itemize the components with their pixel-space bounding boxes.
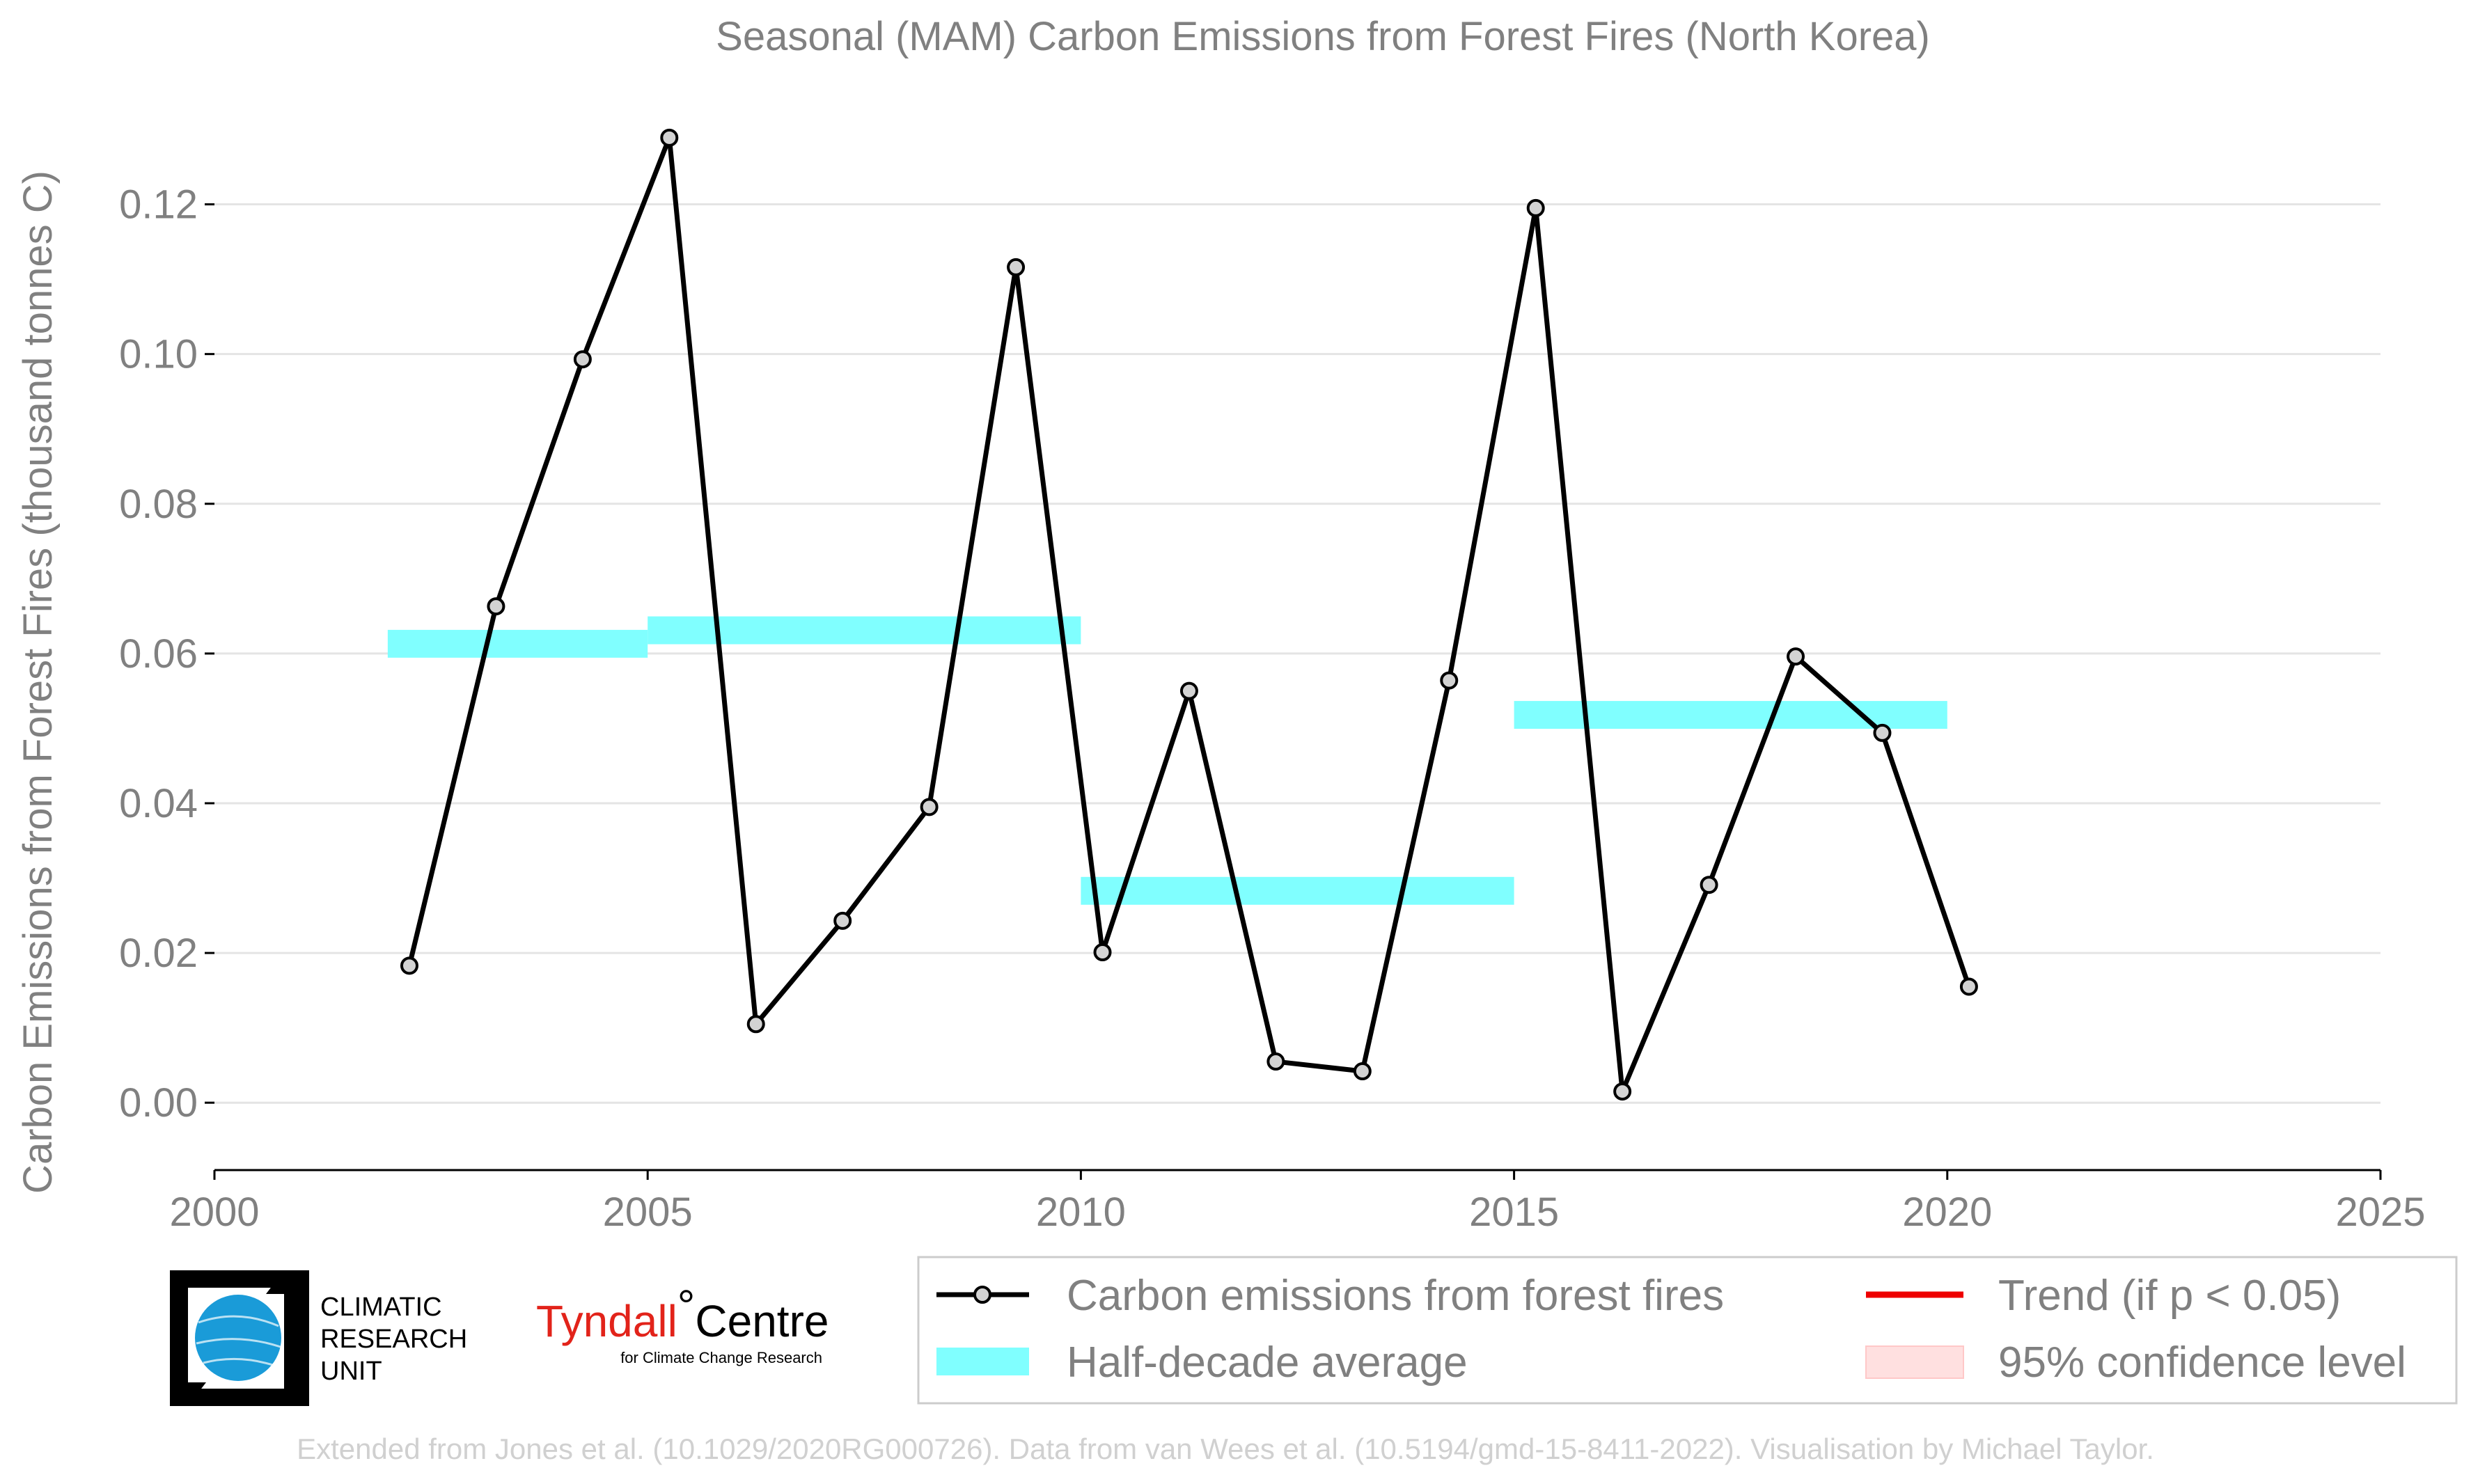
half-decade-band bbox=[387, 629, 648, 658]
y-tick-labels: 0.00 0.02 0.04 0.06 0.08 0.10 0.12 bbox=[119, 182, 198, 1126]
legend-label-emissions: Carbon emissions from forest fires bbox=[1067, 1272, 1724, 1320]
footer-credits: Extended from Jones et al. (10.1029/2020… bbox=[297, 1432, 2154, 1465]
cru-line-2: RESEARCH bbox=[320, 1325, 467, 1354]
tyndall-sub: for Climate Change Research bbox=[620, 1349, 822, 1366]
legend-label-half-decade: Half-decade average bbox=[1067, 1339, 1468, 1387]
y-axis-label: Carbon Emissions from Forest Fires (thou… bbox=[15, 171, 61, 1194]
tyndall-main: Tyndall bbox=[536, 1296, 677, 1346]
data-point bbox=[1873, 723, 1892, 742]
y-tick-label: 0.12 bbox=[119, 182, 198, 228]
x-tick-label: 2015 bbox=[1469, 1190, 1559, 1235]
data-points bbox=[400, 128, 1978, 1101]
x-ticks: 2000 2005 2010 2015 2020 2025 bbox=[169, 1170, 2426, 1235]
chart-title: Seasonal (MAM) Carbon Emissions from For… bbox=[716, 14, 1930, 59]
cru-line-1: CLIMATIC bbox=[320, 1293, 442, 1322]
legend-label-trend: Trend (if p < 0.05) bbox=[1998, 1272, 2341, 1320]
series-line bbox=[407, 135, 1972, 1094]
tyndall-logo: Tyndall°Centre for Climate Change Resear… bbox=[536, 1281, 829, 1366]
data-point bbox=[487, 597, 505, 616]
data-point bbox=[1787, 647, 1805, 666]
cru-line-3: UNIT bbox=[320, 1357, 382, 1386]
tyndall-degree: ° bbox=[677, 1281, 696, 1331]
y-tick-label: 0.08 bbox=[119, 482, 198, 527]
y-tick-label: 0.00 bbox=[119, 1080, 198, 1126]
x-tick-label: 2020 bbox=[1902, 1190, 1992, 1235]
y-tick-label: 0.04 bbox=[119, 781, 198, 826]
half-decade-band bbox=[1081, 876, 1514, 905]
data-point bbox=[920, 798, 939, 816]
data-point bbox=[1007, 258, 1026, 276]
data-point bbox=[1353, 1062, 1372, 1081]
legend-swatch-emissions-marker bbox=[973, 1286, 991, 1304]
y-tick-label: 0.10 bbox=[119, 332, 198, 377]
data-point bbox=[1613, 1082, 1632, 1101]
data-point bbox=[1700, 876, 1718, 894]
series-line-group bbox=[407, 135, 1972, 1094]
data-point bbox=[573, 350, 592, 369]
y-tick-label: 0.06 bbox=[119, 631, 198, 677]
legend-swatch-confidence bbox=[1865, 1345, 1964, 1379]
data-point bbox=[1093, 943, 1112, 962]
data-point bbox=[746, 1015, 765, 1034]
legend: Carbon emissions from forest fires Half-… bbox=[917, 1256, 2458, 1405]
legend-label-confidence: 95% confidence level bbox=[1998, 1339, 2406, 1387]
cru-logo: CLIMATIC RESEARCH UNIT bbox=[170, 1270, 467, 1406]
legend-box bbox=[917, 1256, 2458, 1405]
data-point bbox=[1179, 681, 1198, 700]
y-tick-label: 0.02 bbox=[119, 931, 198, 976]
x-tick-label: 2025 bbox=[2335, 1190, 2425, 1235]
globe-icon bbox=[195, 1295, 281, 1381]
data-point bbox=[1526, 198, 1545, 217]
svg-text:Tyndall°Centre: Tyndall°Centre bbox=[536, 1281, 829, 1346]
data-point bbox=[400, 956, 418, 975]
tyndall-centre: Centre bbox=[695, 1296, 829, 1346]
data-point bbox=[833, 911, 852, 930]
data-point bbox=[1959, 977, 1978, 996]
data-point bbox=[660, 128, 679, 147]
data-point bbox=[1266, 1052, 1285, 1071]
data-point bbox=[1440, 671, 1459, 690]
x-tick-label: 2000 bbox=[169, 1190, 259, 1235]
half-decade-band bbox=[648, 616, 1081, 645]
legend-swatch-half-decade bbox=[936, 1348, 1029, 1375]
x-tick-label: 2010 bbox=[1036, 1190, 1126, 1235]
x-tick-label: 2005 bbox=[603, 1190, 693, 1235]
